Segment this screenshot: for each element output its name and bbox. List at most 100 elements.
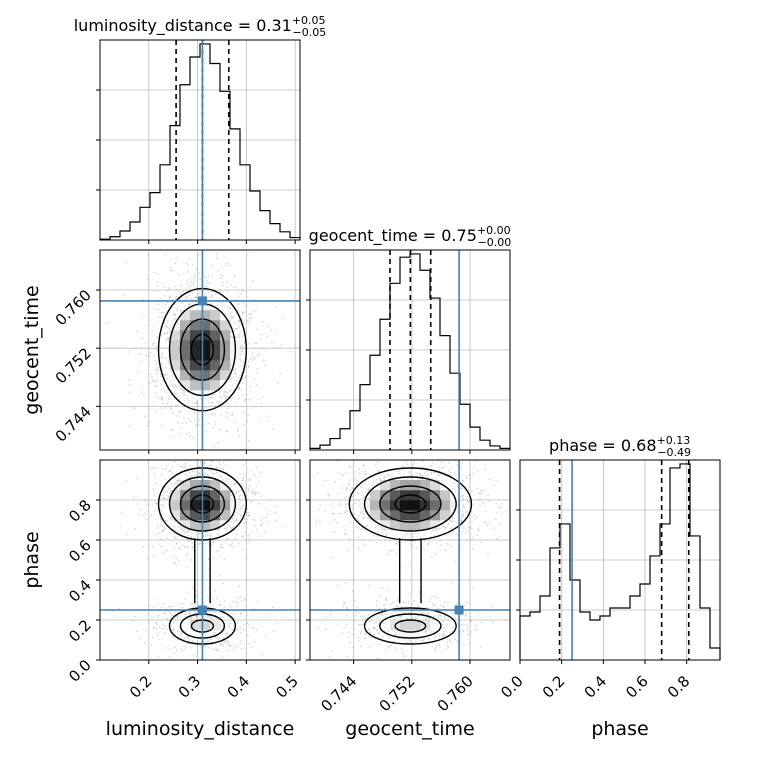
sample-point — [248, 514, 250, 516]
sample-point — [225, 412, 228, 414]
x-tick-label: 0.4 — [581, 672, 611, 702]
sample-point — [230, 389, 232, 391]
sample-point — [173, 562, 176, 565]
density-cell — [170, 350, 181, 361]
sample-point — [417, 605, 420, 608]
sample-point — [414, 617, 417, 619]
sample-point — [338, 504, 340, 506]
sample-point — [247, 440, 250, 442]
sample-point — [231, 414, 234, 416]
sample-point — [365, 473, 367, 476]
sample-point — [358, 468, 361, 471]
sample-point — [174, 482, 177, 485]
sample-point — [461, 517, 464, 520]
sample-point — [423, 548, 425, 550]
sample-point — [150, 644, 153, 647]
sample-point — [431, 602, 434, 605]
sample-point — [446, 542, 449, 544]
sample-point — [274, 306, 277, 308]
sample-point — [436, 644, 438, 647]
sample-point — [175, 616, 177, 619]
sample-point — [174, 314, 176, 317]
sample-point — [386, 642, 389, 644]
sample-point — [469, 473, 472, 476]
sample-point — [260, 519, 262, 522]
sample-point — [372, 628, 375, 630]
sample-point — [240, 353, 243, 356]
sample-point — [183, 452, 185, 454]
sample-point — [210, 413, 213, 416]
sample-point — [162, 402, 164, 405]
sample-point — [161, 538, 164, 540]
sample-point — [161, 606, 163, 609]
sample-point — [164, 374, 167, 376]
sample-point — [247, 360, 250, 363]
sample-point — [239, 483, 242, 485]
sample-point — [189, 287, 191, 289]
sample-point — [190, 453, 192, 455]
sample-point — [227, 478, 229, 480]
sample-point — [161, 311, 163, 314]
sample-point — [376, 605, 378, 607]
sample-point — [164, 478, 166, 480]
sample-point — [385, 534, 387, 536]
sample-point — [388, 539, 391, 542]
sample-point — [163, 294, 166, 297]
density-cell — [200, 620, 211, 631]
density-cell — [210, 500, 221, 511]
sample-point — [469, 537, 471, 539]
y-tick-label: 0.2 — [65, 616, 95, 646]
sample-point — [173, 526, 176, 528]
marginal-title: geocent_time = 0.75+0.00 −0.00 — [309, 224, 512, 249]
sample-point — [411, 603, 414, 606]
density-cell — [220, 360, 231, 371]
sample-point — [217, 303, 219, 306]
sample-point — [413, 540, 416, 543]
sample-point — [324, 616, 327, 618]
sample-point — [133, 496, 135, 499]
sample-point — [476, 516, 478, 518]
sample-point — [469, 616, 472, 619]
sample-point — [214, 632, 216, 634]
sample-point — [240, 489, 243, 491]
sample-point — [244, 376, 247, 379]
sample-point — [238, 585, 241, 588]
sample-point — [171, 614, 173, 617]
sample-point — [334, 481, 337, 483]
sample-point — [222, 275, 225, 277]
sample-point — [186, 552, 189, 555]
sample-point — [177, 403, 179, 406]
sample-point — [244, 518, 246, 521]
density-cell — [180, 360, 191, 371]
sample-point — [468, 474, 470, 477]
sample-point — [156, 597, 158, 600]
sample-point — [354, 478, 357, 480]
sample-point — [236, 327, 238, 330]
density-cell — [180, 370, 191, 381]
sample-point — [234, 368, 237, 371]
sample-point — [237, 490, 239, 493]
y-axis-label: phase — [21, 531, 43, 588]
density-cell — [400, 620, 411, 631]
sample-point — [249, 502, 252, 504]
sample-point — [366, 510, 369, 512]
sample-point — [236, 303, 239, 306]
density-cell — [440, 500, 451, 511]
sample-point — [269, 510, 271, 513]
density-cell — [200, 320, 211, 331]
sample-point — [491, 604, 493, 607]
sample-point — [397, 599, 399, 601]
sample-point — [166, 332, 168, 335]
sample-point — [316, 522, 318, 525]
sample-point — [223, 444, 225, 446]
sample-point — [194, 605, 196, 608]
sample-point — [440, 604, 442, 606]
x-tick-label: 0.744 — [317, 672, 360, 715]
sample-point — [169, 611, 171, 614]
sample-point — [170, 435, 172, 438]
sample-point — [329, 522, 331, 525]
sample-point — [369, 540, 371, 542]
sample-point — [229, 264, 231, 267]
sample-point — [244, 490, 247, 493]
density-cell — [430, 480, 441, 491]
